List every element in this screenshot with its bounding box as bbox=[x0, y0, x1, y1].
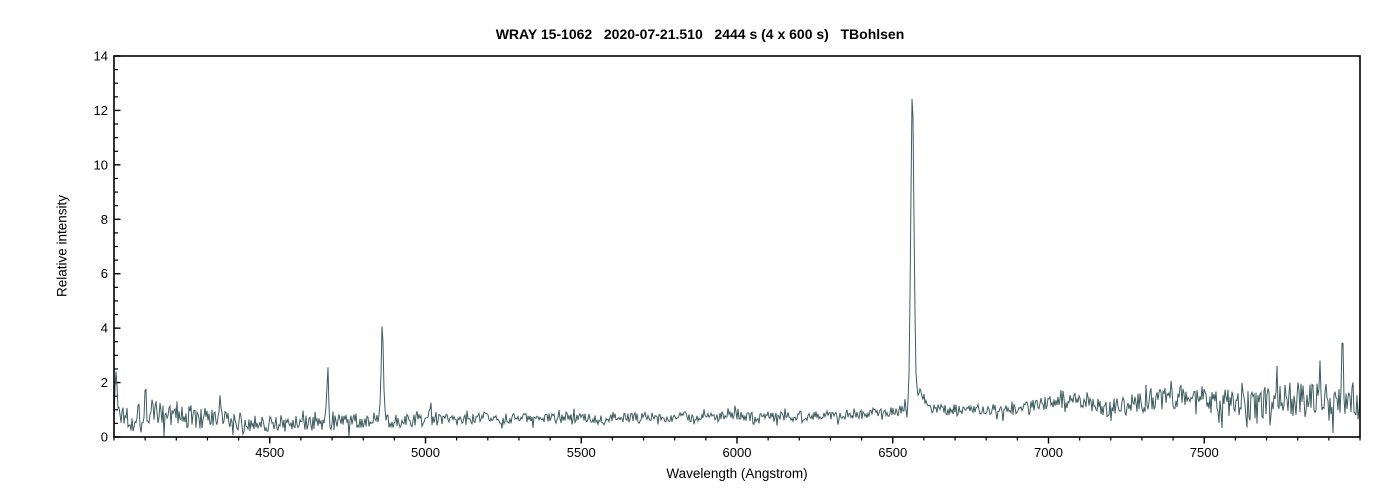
x-tick-label: 5500 bbox=[567, 445, 596, 460]
y-tick-label: 10 bbox=[94, 157, 108, 172]
y-axis-major-ticks bbox=[114, 55, 121, 438]
spectrum-trace bbox=[113, 98, 1361, 437]
y-tick-label: 8 bbox=[101, 212, 108, 227]
y-tick-label: 2 bbox=[101, 375, 108, 390]
y-tick-label: 14 bbox=[94, 49, 108, 64]
y-tick-label: 4 bbox=[101, 321, 108, 336]
x-tick-label: 7000 bbox=[1034, 445, 1063, 460]
y-tick-label: 6 bbox=[101, 266, 108, 281]
y-tick-label: 0 bbox=[101, 430, 108, 445]
x-tick-label: 4500 bbox=[255, 445, 284, 460]
y-tick-label: 12 bbox=[94, 103, 108, 118]
x-tick-label: 7500 bbox=[1190, 445, 1219, 460]
x-axis-major-ticks bbox=[269, 437, 1205, 444]
x-axis-tick-labels: 4500 5000 5500 6000 6500 7000 7500 bbox=[255, 445, 1218, 460]
x-axis-label: Wavelength (Angstrom) bbox=[666, 466, 808, 481]
chart-title: WRAY 15-1062 2020-07-21.510 2444 s (4 x … bbox=[495, 26, 905, 42]
plot-border bbox=[113, 55, 1361, 438]
x-tick-label: 5000 bbox=[411, 445, 440, 460]
x-tick-label: 6000 bbox=[723, 445, 752, 460]
x-tick-label: 6500 bbox=[878, 445, 907, 460]
y-axis-tick-labels: 0 2 4 6 8 10 12 14 bbox=[94, 49, 108, 445]
